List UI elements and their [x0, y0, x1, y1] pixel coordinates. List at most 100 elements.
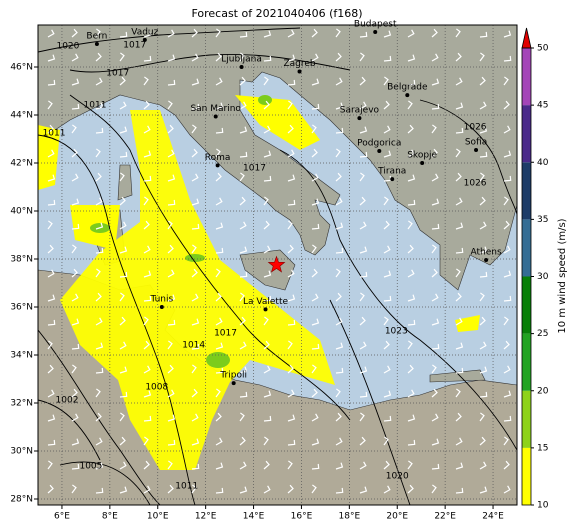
wind-barb [143, 436, 149, 446]
wind-barb [263, 220, 270, 230]
wind-barb [359, 316, 366, 326]
city-dot [474, 148, 479, 153]
wind-barb [71, 268, 78, 278]
wind-barb [503, 436, 509, 446]
wind-barb [479, 436, 486, 446]
city-label: Athens [471, 247, 502, 257]
wind-barb [47, 269, 55, 278]
wind-barb [263, 55, 272, 62]
wind-barb [311, 223, 320, 230]
wind-barb [95, 172, 102, 182]
wind-barb [167, 29, 175, 38]
wind-barb [143, 485, 151, 494]
wind-barb [287, 294, 296, 302]
wind-barb [95, 247, 104, 254]
wind-barb [263, 150, 272, 158]
wind-barb [335, 487, 344, 494]
wind-barb [167, 460, 173, 470]
city-dot [239, 65, 244, 69]
wind-barb [479, 151, 488, 158]
wind-barb [119, 461, 127, 470]
wind-barb [263, 125, 271, 134]
city-label: Belgrade [387, 83, 428, 93]
wind-barb [71, 124, 77, 134]
wind-barb [191, 463, 200, 470]
wind-barb [359, 151, 368, 158]
wind-barb [311, 438, 320, 446]
wind-barb [143, 415, 152, 422]
city-label: Roma [205, 153, 231, 163]
isobars [38, 27, 517, 505]
wind-barb [263, 415, 272, 422]
wind-barb [71, 343, 80, 350]
wind-barb [191, 78, 200, 86]
wind-barb [383, 485, 391, 494]
colorbar-band [522, 447, 531, 505]
wind-barb [287, 460, 293, 470]
colorbar: 10 15 20 25 30 35 40 45 50 [521, 27, 549, 511]
wind-barb [287, 29, 295, 38]
wind-barb [311, 388, 318, 398]
wind-barb [431, 293, 439, 302]
wind-barb [47, 100, 53, 110]
wind-barb [311, 28, 318, 38]
wind-barb [335, 127, 344, 134]
wind-barb [95, 127, 104, 134]
wind-barb [191, 438, 200, 446]
wind-barb [431, 463, 440, 470]
wind-barb [431, 343, 440, 350]
wind-area-strong [206, 352, 230, 368]
wind-barb [215, 197, 223, 206]
wind-barb [455, 388, 461, 398]
colorbar-tick-label: 15 [537, 443, 548, 453]
wind-barb [47, 340, 53, 350]
wind-barb [503, 196, 509, 206]
wind-barb [311, 293, 319, 302]
city-dot [159, 305, 164, 309]
wind-barb [119, 292, 125, 302]
wind-barb [407, 269, 415, 278]
wind-barb [287, 79, 296, 86]
wind-barb [47, 414, 56, 422]
wind-barb [479, 31, 488, 38]
isobar-label: 1005 [79, 461, 102, 471]
wind-barb [215, 268, 221, 278]
city-label: Budapest [354, 19, 397, 29]
wind-barb [71, 388, 78, 398]
wind-barb [287, 269, 295, 278]
wind-barb [239, 271, 248, 278]
x-tick-label: 12°E [195, 512, 217, 522]
wind-barb [47, 389, 55, 398]
wind-barb [287, 319, 296, 326]
wind-barb [167, 54, 176, 62]
wind-barb [359, 412, 365, 422]
wind-barb [71, 103, 80, 110]
wind-barb [119, 391, 128, 398]
wind-barb [479, 126, 488, 134]
wind-barb [359, 126, 368, 134]
wind-area [235, 95, 320, 150]
wind-barb [479, 292, 485, 302]
wind-barb [503, 100, 510, 110]
city-label: Ljubljana [221, 55, 262, 65]
isobar-label: 1020 [56, 41, 79, 51]
city-label: Zagreb [283, 59, 315, 69]
wind-barb [263, 340, 270, 350]
map-overlay: 1020 1017 1017 1011 1011 1017 1017 1014 1008 1002… [43, 19, 502, 491]
wind-barb [143, 365, 151, 374]
wind-barb [215, 437, 223, 446]
wind-area-strong [185, 254, 205, 262]
wind-barb [503, 415, 512, 422]
wind-barb [479, 486, 488, 494]
wind-barb [95, 52, 102, 62]
colorbar-band [522, 48, 531, 106]
isobar [38, 27, 301, 53]
wind-barb [215, 247, 224, 254]
city-dot [405, 93, 410, 98]
x-tick-label: 10°E [147, 512, 169, 522]
wind-barb [119, 31, 128, 38]
colorbar-tick-label: 50 [537, 44, 549, 54]
x-tick-label: 16°E [291, 512, 313, 522]
isobar-label: 1011 [84, 100, 107, 110]
wind-barb [311, 364, 317, 374]
